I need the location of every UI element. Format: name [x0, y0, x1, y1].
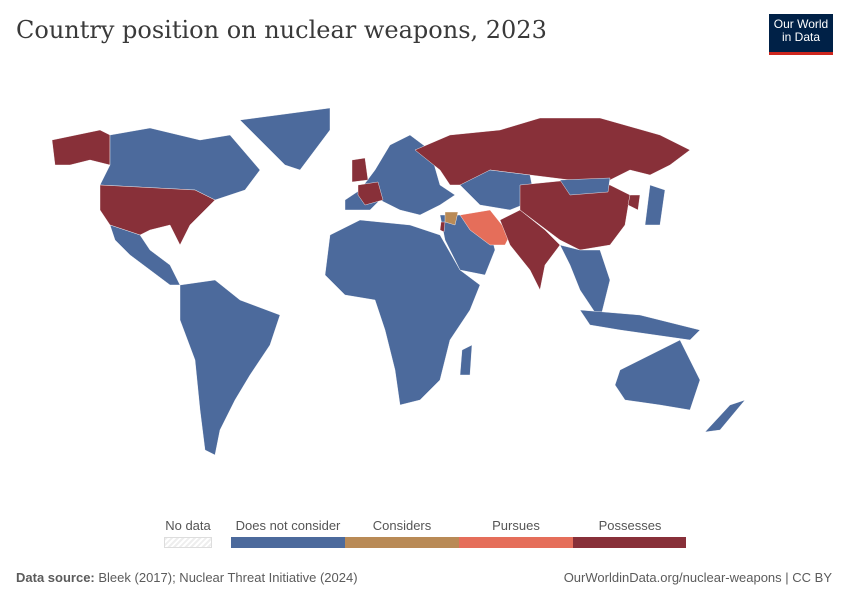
region-greenland[interactable]	[239, 107, 331, 171]
region-japan[interactable]	[644, 184, 666, 226]
legend-no-data-label: No data	[165, 518, 211, 533]
legend-swatch-considers[interactable]	[345, 537, 459, 548]
region-south-america[interactable]	[179, 279, 281, 456]
region-new-zealand[interactable]	[704, 399, 746, 433]
region-france[interactable]	[357, 181, 384, 206]
owid-logo[interactable]: Our World in Data	[769, 14, 833, 55]
legend-swatch-pursues[interactable]	[459, 537, 573, 548]
region-usa[interactable]	[99, 184, 216, 246]
logo-line2: in Data	[781, 30, 821, 44]
region-russia[interactable]	[414, 117, 691, 186]
legend-swatch-possesses[interactable]	[573, 537, 686, 548]
legend-label-does-not-consider: Does not consider	[235, 518, 341, 533]
region-north-korea[interactable]	[627, 194, 641, 211]
chart-title: Country position on nuclear weapons, 202…	[16, 16, 547, 44]
region-uk[interactable]	[351, 157, 369, 183]
data-source: Data source: Bleek (2017); Nuclear Threa…	[16, 570, 358, 585]
region-southeast-asia[interactable]	[559, 244, 611, 321]
region-australia[interactable]	[614, 339, 701, 411]
region-madagascar[interactable]	[459, 344, 473, 376]
legend-label-possesses: Possesses	[598, 518, 662, 533]
region-indonesia[interactable]	[579, 309, 701, 341]
source-url-link[interactable]: OurWorldinData.org/nuclear-weapons | CC …	[563, 570, 832, 585]
region-africa[interactable]	[324, 219, 481, 406]
region-israel[interactable]	[439, 221, 446, 233]
region-canada[interactable]	[99, 127, 261, 201]
legend-swatch-does-not-consider[interactable]	[231, 537, 345, 548]
region-iran[interactable]	[459, 209, 511, 246]
legend-label-considers: Considers	[372, 518, 432, 533]
legend-no-data-swatch[interactable]	[164, 537, 212, 548]
region-alaska[interactable]	[51, 129, 111, 166]
region-mongolia[interactable]	[559, 177, 611, 196]
legend-label-pursues: Pursues	[492, 518, 540, 533]
region-syria[interactable]	[444, 211, 459, 226]
source-text: Bleek (2017); Nuclear Threat Initiative …	[98, 570, 358, 585]
source-label: Data source:	[16, 570, 95, 585]
region-central-america[interactable]	[109, 224, 181, 286]
region-south-asia[interactable]	[499, 209, 561, 291]
logo-line1: Our World	[773, 17, 829, 31]
